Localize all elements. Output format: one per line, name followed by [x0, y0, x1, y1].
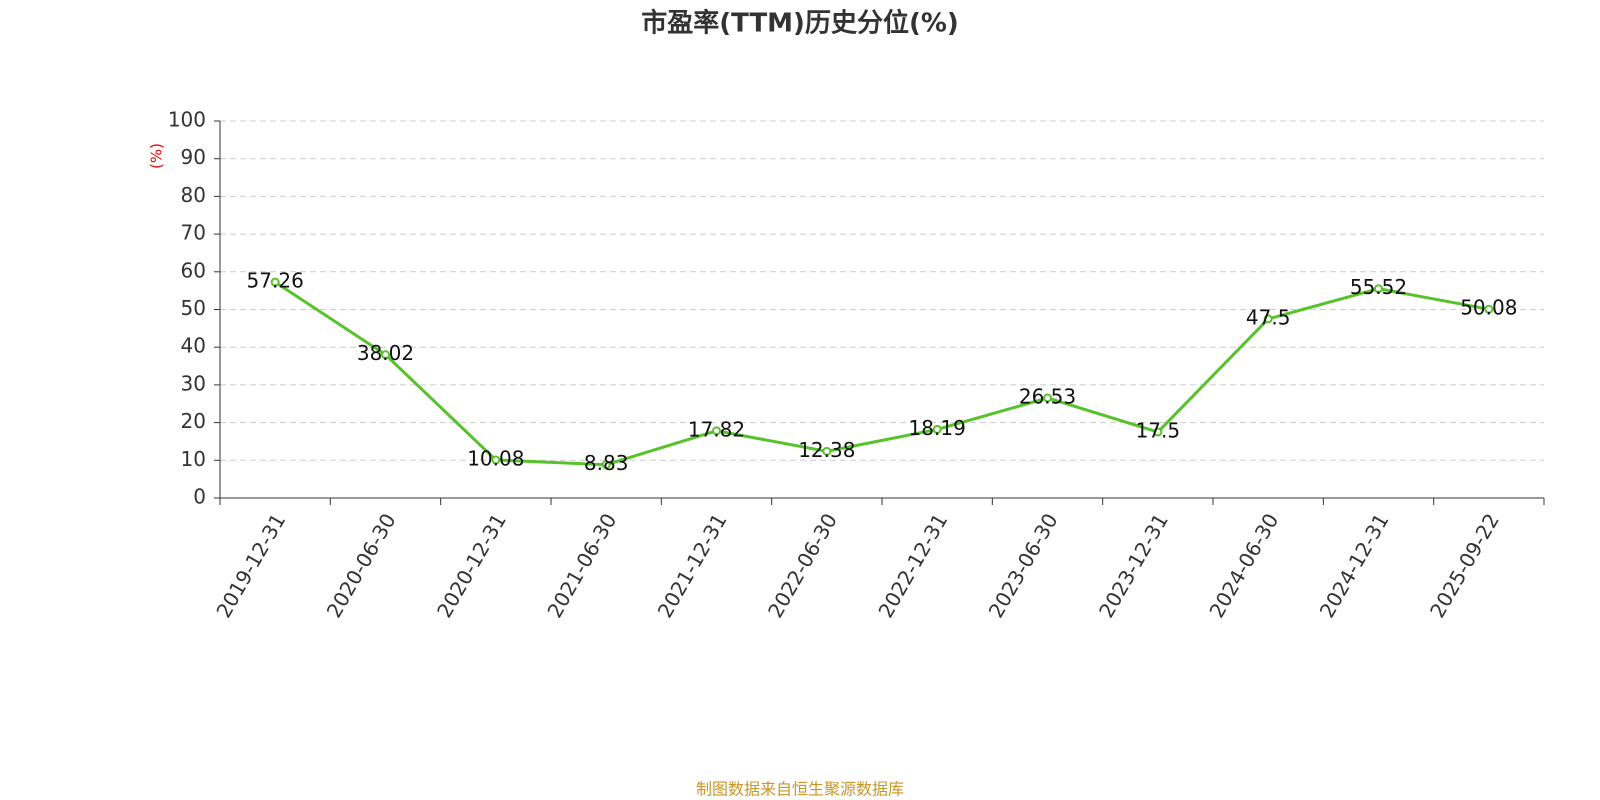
data-point [491, 455, 501, 465]
y-tick-label: 90 [181, 145, 206, 169]
y-tick-label: 10 [181, 447, 206, 471]
y-tick-label: 40 [181, 334, 206, 358]
data-point [270, 277, 280, 287]
data-label: 50.08 [1460, 296, 1517, 320]
data-label: 17.5 [1136, 419, 1181, 443]
data-label: 38.02 [357, 341, 414, 365]
data-point [822, 446, 832, 456]
y-tick-label: 80 [181, 183, 206, 207]
data-label: 47.5 [1246, 305, 1291, 329]
source-note: 制图数据来自恒生聚源数据库 [696, 780, 904, 799]
data-label: 18.19 [909, 416, 966, 440]
x-tick-label: 2024-06-30 [1204, 509, 1283, 622]
data-point [712, 426, 721, 436]
x-tick-label: 2020-12-31 [432, 509, 511, 622]
data-point [601, 460, 611, 470]
x-tick-label: 2024-12-31 [1315, 509, 1394, 622]
data-point [1484, 304, 1494, 314]
data-label: 17.82 [688, 417, 745, 441]
y-tick-label: 50 [181, 296, 206, 320]
y-tick-label: 30 [181, 371, 206, 395]
data-point [381, 350, 390, 360]
x-tick-label: 2023-06-30 [984, 509, 1063, 622]
data-point [1263, 314, 1273, 324]
x-tick-label: 2020-06-30 [322, 509, 401, 622]
x-tick-label: 2021-06-30 [542, 509, 621, 622]
data-label: 55.52 [1350, 275, 1407, 299]
y-tick-label: 20 [181, 409, 206, 433]
x-tick-label: 2022-12-31 [873, 509, 952, 622]
x-tick-label: 2023-12-31 [1094, 509, 1173, 622]
y-tick-label: 70 [181, 221, 206, 245]
y-tick-label: 100 [168, 108, 206, 132]
y-tick-label: 0 [193, 485, 206, 509]
y-axis-label: (%) [148, 143, 166, 169]
data-point [1153, 427, 1163, 437]
y-tick-label: 60 [181, 258, 206, 282]
data-point [1374, 284, 1383, 294]
chart-title: 市盈率(TTM)历史分位(%) [641, 8, 959, 39]
data-point [932, 424, 942, 434]
x-tick-label: 2025-09-22 [1425, 509, 1504, 622]
data-label: 26.53 [1019, 384, 1076, 408]
x-tick-label: 2019-12-31 [211, 509, 290, 622]
x-tick-label: 2021-12-31 [653, 509, 732, 622]
data-point [1043, 393, 1052, 403]
data-label: 57.26 [247, 269, 304, 293]
series-line [274, 280, 1490, 467]
x-tick-label: 2022-06-30 [763, 509, 842, 622]
data-label: 10.08 [467, 446, 524, 470]
data-label: 12.38 [798, 438, 855, 462]
data-label: 8.83 [584, 451, 629, 475]
